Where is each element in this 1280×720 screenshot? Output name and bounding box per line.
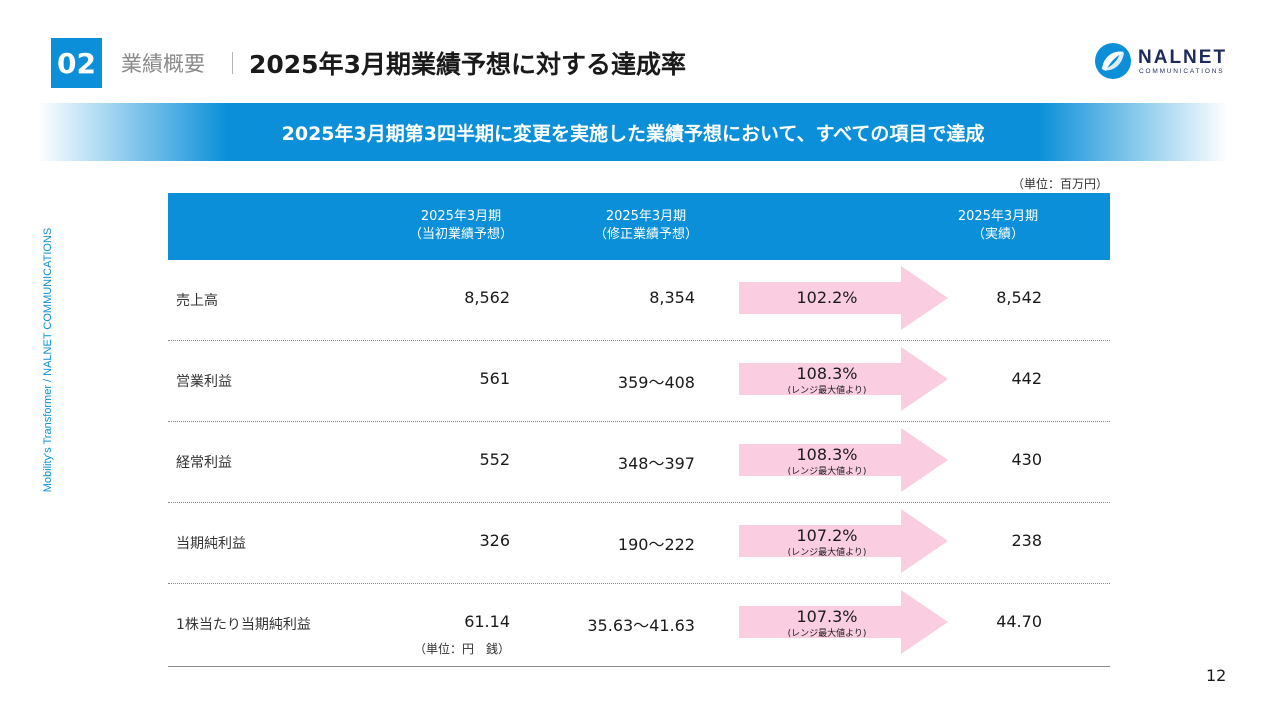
row-label: 経常利益 [176, 455, 232, 471]
achievement-note: (レンジ最大値より) [787, 467, 867, 477]
header-actual-line1: 2025年3月期 [957, 209, 1039, 224]
actual-value: 8,542 [996, 288, 1042, 307]
logo-name: NALNET [1138, 47, 1228, 68]
achievement-rate: 108.3% [796, 364, 858, 383]
revised-forecast-value: 35.63〜41.63 [587, 616, 695, 635]
achievement-arrow: 107.3% (レンジ最大値より) [739, 590, 948, 654]
table-row: 1株当たり当期純利益 61.14 （単位：円 銭） 35.63〜41.63 10… [168, 584, 1110, 667]
revised-forecast-value: 359〜408 [617, 373, 695, 392]
achievement-note: (レンジ最大値より) [787, 548, 867, 558]
arrow-shape-icon [739, 347, 948, 411]
header-revised-line2: （修正業績予想） [593, 227, 698, 242]
row-divider [168, 421, 1110, 422]
unit-label: （単位：百万円） [1011, 177, 1108, 191]
row-label: 当期純利益 [176, 536, 246, 552]
actual-value: 442 [1011, 369, 1042, 388]
achievement-rate: 107.3% [796, 607, 858, 626]
logo-mark-icon [1095, 43, 1131, 79]
arrow-shape-icon [739, 590, 948, 654]
table-row: 当期純利益 326 190〜222 107.2% (レンジ最大値より) 238 [168, 503, 1110, 584]
logo-subtitle: COMMUNICATIONS [1139, 68, 1225, 75]
header-initial-forecast: 2025年3月期 （当初業績予想） [401, 208, 521, 244]
section-label: 業績概要 [121, 52, 205, 76]
table-row: 売上高 8,562 8,354 102.2% 8,542 [168, 260, 1110, 341]
achievement-arrow: 108.3% (レンジ最大値より) [739, 428, 948, 492]
company-logo: NALNET COMMUNICATIONS [1094, 42, 1244, 82]
header-revised-line1: 2025年3月期 [605, 209, 687, 224]
row-divider [168, 583, 1110, 584]
title-separator [232, 52, 233, 74]
side-tagline: Mobility's Transformer / NALNET COMMUNIC… [42, 227, 54, 493]
row-divider [168, 502, 1110, 503]
initial-forecast-value: 326 [479, 531, 510, 550]
banner-text: 2025年3月期第3四半期に変更を実施した業績予想において、すべての項目で達成 [281, 122, 985, 145]
actual-value: 430 [1011, 450, 1042, 469]
arrow-shape-icon [739, 266, 948, 330]
row-divider [168, 340, 1110, 341]
initial-forecast-value: 61.14 [464, 612, 510, 631]
section-number: 02 [51, 38, 102, 88]
header-initial-line2: （当初業績予想） [408, 227, 513, 242]
achievement-rate: 102.2% [796, 288, 858, 307]
actual-value: 238 [1011, 531, 1042, 550]
row-label: 売上高 [176, 293, 218, 309]
achievement-arrow: 108.3% (レンジ最大値より) [739, 347, 948, 411]
revised-forecast-value: 348〜397 [617, 454, 695, 473]
row-label: 1株当たり当期純利益 [176, 617, 311, 633]
header-actual-line2: （実績） [971, 227, 1024, 242]
revised-forecast-value: 190〜222 [617, 535, 695, 554]
header-actual: 2025年3月期 （実績） [938, 208, 1058, 244]
header-revised-forecast: 2025年3月期 （修正業績予想） [586, 208, 706, 244]
header-initial-line1: 2025年3月期 [420, 209, 502, 224]
revised-forecast-value: 8,354 [649, 288, 695, 307]
table-header: 2025年3月期 （当初業績予想） 2025年3月期 （修正業績予想） 2025… [168, 193, 1110, 260]
arrow-shape-icon [739, 509, 948, 573]
table-bottom-rule [168, 666, 1110, 667]
page-number: 12 [1206, 666, 1227, 685]
actual-value: 44.70 [996, 612, 1042, 631]
eps-unit-label: （単位：円 銭） [413, 642, 510, 656]
arrow-shape-icon [739, 428, 948, 492]
achievement-arrow: 107.2% (レンジ最大値より) [739, 509, 948, 573]
achievement-note: (レンジ最大値より) [787, 386, 867, 396]
achievement-rate: 107.2% [796, 526, 858, 545]
initial-forecast-value: 8,562 [464, 288, 510, 307]
achievement-arrow: 102.2% [739, 266, 948, 330]
achievement-note: (レンジ最大値より) [787, 629, 867, 639]
achievement-rate: 108.3% [796, 445, 858, 464]
summary-banner: 2025年3月期第3四半期に変更を実施した業績予想において、すべての項目で達成 [38, 103, 1228, 161]
table-row: 経常利益 552 348〜397 108.3% (レンジ最大値より) 430 [168, 422, 1110, 503]
page-title: 2025年3月期業績予想に対する達成率 [249, 50, 686, 79]
initial-forecast-value: 552 [479, 450, 510, 469]
row-label: 営業利益 [176, 374, 232, 390]
table-row: 営業利益 561 359〜408 108.3% (レンジ最大値より) 442 [168, 341, 1110, 422]
initial-forecast-value: 561 [479, 369, 510, 388]
